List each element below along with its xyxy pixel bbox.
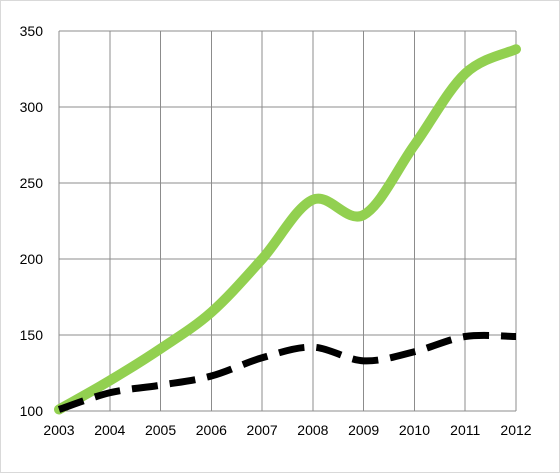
x-tick-label: 2003 xyxy=(43,422,74,438)
series-lines xyxy=(54,44,521,415)
x-tick-label: 2009 xyxy=(348,422,379,438)
y-tick-label: 350 xyxy=(20,23,44,39)
x-tick-label: 2008 xyxy=(297,422,328,438)
axes xyxy=(58,31,516,412)
x-tick-label: 2006 xyxy=(196,422,227,438)
x-tick-label: 2010 xyxy=(399,422,430,438)
x-tick-label: 2011 xyxy=(450,422,480,438)
x-tick-label: 2012 xyxy=(500,422,531,438)
y-tick-label: 150 xyxy=(20,327,44,343)
x-tick-label: 2007 xyxy=(247,422,278,438)
y-tick-label: 300 xyxy=(20,99,44,115)
y-tick-label: 250 xyxy=(20,175,44,191)
series-line-black-dashed xyxy=(57,331,517,413)
y-tick-label: 100 xyxy=(20,403,44,419)
x-tick-label: 2005 xyxy=(145,422,176,438)
y-tick-label: 200 xyxy=(20,251,44,267)
series-line-green-solid xyxy=(54,44,521,415)
tick-labels: 2003 2004 2005 2006 2007 2008 2009 2010 2011 2012… xyxy=(20,23,532,438)
x-tick-label: 2004 xyxy=(94,422,125,438)
